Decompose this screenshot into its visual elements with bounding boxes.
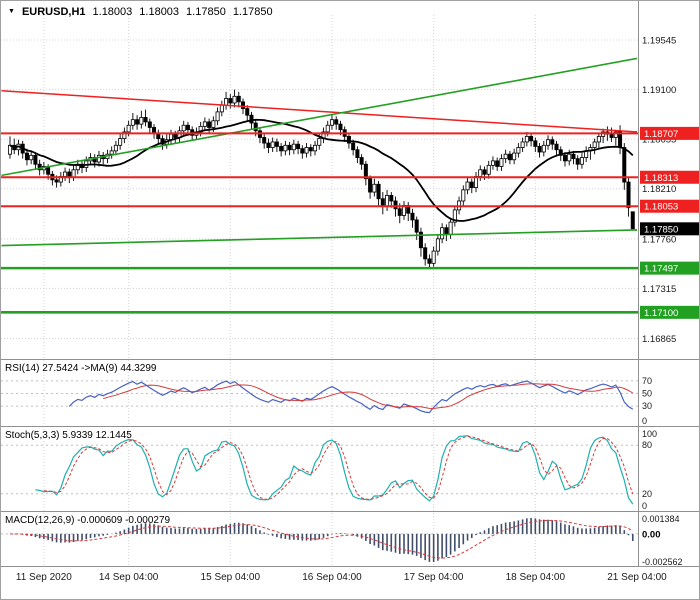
svg-text:70: 70 xyxy=(642,376,652,386)
svg-text:15 Sep 04:00: 15 Sep 04:00 xyxy=(201,572,261,583)
ma-line xyxy=(9,118,634,222)
symbol-dropdown-icon[interactable]: ▼ xyxy=(8,8,15,15)
svg-text:0.001384: 0.001384 xyxy=(642,514,680,524)
levels-layer xyxy=(1,132,638,314)
svg-text:1.17315: 1.17315 xyxy=(642,284,676,295)
macd-indicator-label: MACD(12,26,9) -0.000609 -0.000279 xyxy=(5,515,171,526)
bar-high-value: 1.18003 xyxy=(139,6,180,18)
svg-text:0: 0 xyxy=(642,416,647,426)
trendlines-layer xyxy=(1,57,638,247)
rsi-panel: 70 50 30 0 xyxy=(1,376,652,426)
macd-panel: 0.001384 0.00 -0.002562 xyxy=(1,514,683,567)
svg-text:16 Sep 04:00: 16 Sep 04:00 xyxy=(302,572,362,583)
symbol-timeframe-label: EURUSD,H1 xyxy=(21,6,86,18)
svg-text:1.17850: 1.17850 xyxy=(644,224,678,235)
svg-text:-0.002562: -0.002562 xyxy=(642,557,683,567)
svg-text:11 Sep 2020: 11 Sep 2020 xyxy=(16,572,72,583)
svg-text:1.17760: 1.17760 xyxy=(642,234,676,245)
svg-text:14 Sep 04:00: 14 Sep 04:00 xyxy=(99,572,159,583)
svg-text:30: 30 xyxy=(642,401,652,411)
bar-low-value: 1.17850 xyxy=(186,6,226,18)
y-axis: 1.19545 1.19100 1.18655 1.18210 1.17760 1.173… xyxy=(642,36,676,345)
chart-header: ▼ EURUSD,H1 1.18003 1.18003 1.17850 1.17850 xyxy=(8,6,280,18)
x-axis: 11 Sep 2020 14 Sep 04:00 15 Sep 04:00 16 Se… xyxy=(16,572,667,583)
svg-text:1.18053: 1.18053 xyxy=(644,202,678,213)
svg-text:0.00: 0.00 xyxy=(642,529,661,540)
svg-text:1.18210: 1.18210 xyxy=(642,184,676,195)
svg-text:1.17100: 1.17100 xyxy=(644,308,678,319)
price-labels: 1.18707 1.18313 1.18053 1.17497 1.17100 1.178… xyxy=(640,126,699,319)
svg-text:20: 20 xyxy=(642,489,652,499)
svg-text:0: 0 xyxy=(642,501,647,511)
svg-text:80: 80 xyxy=(642,440,652,450)
svg-text:50: 50 xyxy=(642,389,652,399)
svg-text:21 Sep 04:00: 21 Sep 04:00 xyxy=(607,572,667,583)
svg-text:1.18655: 1.18655 xyxy=(642,135,676,146)
svg-text:1.19100: 1.19100 xyxy=(642,85,676,96)
bar-close-value: 1.17850 xyxy=(232,6,273,18)
panel-separators xyxy=(1,1,699,567)
svg-text:1.18707: 1.18707 xyxy=(644,129,678,140)
candles-layer xyxy=(8,89,635,268)
svg-text:1.16865: 1.16865 xyxy=(642,334,676,345)
grid-layer xyxy=(1,15,638,566)
svg-text:1.19545: 1.19545 xyxy=(642,36,676,47)
bar-open-value: 1.18003 xyxy=(92,6,133,18)
svg-text:18 Sep 04:00: 18 Sep 04:00 xyxy=(506,572,566,583)
svg-text:17 Sep 04:00: 17 Sep 04:00 xyxy=(404,572,464,583)
svg-text:1.18313: 1.18313 xyxy=(644,173,678,184)
rsi-indicator-label: RSI(14) 27.5424 ->MA(9) 44.3299 xyxy=(5,363,157,374)
svg-text:1.17497: 1.17497 xyxy=(644,264,678,275)
stoch-indicator-label: Stoch(5,3,3) 5.9339 12.1445 xyxy=(5,430,132,441)
svg-text:100: 100 xyxy=(642,429,657,439)
